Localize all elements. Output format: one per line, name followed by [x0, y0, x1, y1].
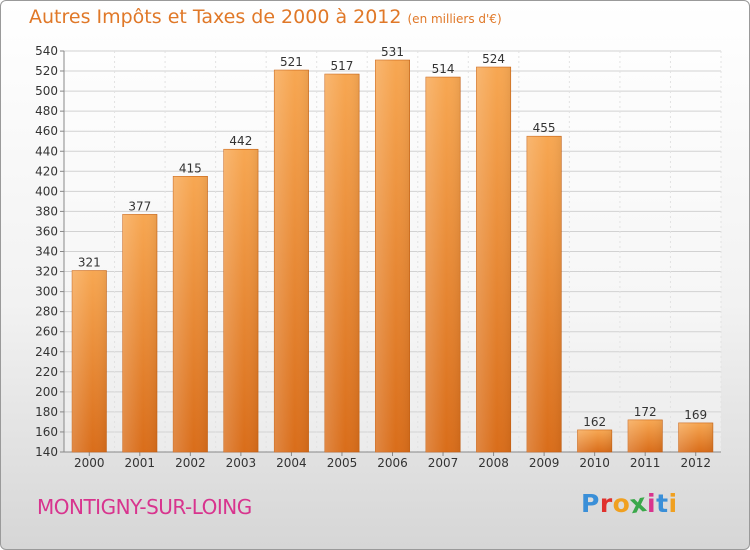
y-tick-label: 480 [35, 104, 58, 118]
bar-shine [122, 214, 157, 452]
bar-shine [274, 70, 309, 453]
logo-letter: P [581, 489, 600, 518]
y-tick-label: 320 [35, 265, 58, 279]
bar-value-label: 442 [229, 134, 252, 148]
y-tick-label: 360 [35, 224, 58, 238]
bar-value-label: 162 [583, 415, 606, 429]
y-tick-label: 460 [35, 124, 58, 138]
bar-shine [375, 60, 410, 453]
y-tick-label: 200 [35, 385, 58, 399]
logo-letter: t [656, 489, 669, 518]
y-tick-label: 420 [35, 164, 58, 178]
bar-value-label: 514 [432, 62, 455, 76]
proxiti-logo: Proxiti [581, 488, 678, 519]
bar-shine [324, 74, 360, 453]
bar-value-label: 172 [634, 405, 657, 419]
bar-value-label: 377 [128, 199, 151, 213]
bar-value-label: 415 [179, 161, 202, 175]
bar-value-label: 531 [381, 45, 404, 59]
bar-shine [72, 270, 107, 452]
label-layer: 321 377 415 442 521 517 531 514 524 455 162 172 169 [78, 45, 707, 429]
x-tick-label: 2002 [175, 456, 206, 470]
chart-title-group: Autres Impôts et Taxes de 2000 à 2012 (en… [29, 6, 502, 28]
bar-value-label: 517 [331, 59, 354, 73]
logo-letter: r [599, 489, 613, 518]
x-tick-label: 2007 [428, 456, 459, 470]
bar-value-label: 455 [533, 121, 556, 135]
y-tick-label: 260 [35, 325, 58, 339]
bar-shine [678, 422, 713, 452]
chart-subtitle: (en milliers d'€) [407, 12, 502, 26]
axis-layer: 140 160 180 200 220 240 260 280 300 320 340 360 380 4… [35, 44, 721, 470]
bar-shine [425, 77, 461, 452]
chart-title: Autres Impôts et Taxes de 2000 à 2012 [29, 6, 402, 28]
x-tick-label: 2001 [125, 456, 156, 470]
x-tick-label: 2011 [630, 456, 661, 470]
bar-layer [71, 59, 714, 453]
bar-shine [223, 149, 259, 452]
y-tick-label: 220 [35, 365, 58, 379]
x-tick-label: 2000 [74, 456, 105, 470]
x-tick-label: 2003 [226, 456, 257, 470]
x-tick-label: 2008 [478, 456, 509, 470]
y-tick-label: 520 [35, 64, 58, 78]
y-tick-label: 280 [35, 305, 58, 319]
x-tick-label: 2005 [327, 456, 358, 470]
bar-shine [476, 67, 511, 452]
bar-value-label: 524 [482, 52, 505, 66]
y-tick-label: 540 [35, 44, 58, 58]
y-tick-label: 440 [35, 144, 58, 158]
bar-value-label: 321 [78, 256, 101, 270]
x-tick-label: 2009 [529, 456, 560, 470]
x-tick-label: 2006 [377, 456, 408, 470]
y-tick-label: 180 [35, 405, 58, 419]
bar-shine [526, 136, 562, 452]
x-tick-label: 2012 [680, 456, 711, 470]
y-tick-label: 380 [35, 204, 58, 218]
logo-letter: o [612, 489, 631, 518]
y-tick-label: 400 [35, 184, 58, 198]
bar-value-label: 521 [280, 55, 303, 69]
location-name: MONTIGNY-SUR-LOING [37, 495, 252, 519]
y-tick-label: 140 [35, 445, 58, 459]
logo-letter: i [647, 489, 657, 518]
x-tick-label: 2010 [579, 456, 610, 470]
y-tick-label: 340 [35, 245, 58, 259]
bar-value-label: 169 [684, 408, 707, 422]
bar-shine [173, 176, 208, 452]
bar-shine [628, 419, 663, 452]
y-tick-label: 240 [35, 345, 58, 359]
bar-shine [577, 429, 612, 452]
y-tick-label: 160 [35, 425, 58, 439]
y-tick-label: 300 [35, 285, 58, 299]
y-tick-label: 500 [35, 84, 58, 98]
x-tick-label: 2004 [276, 456, 307, 470]
logo-letter: i [668, 489, 678, 518]
